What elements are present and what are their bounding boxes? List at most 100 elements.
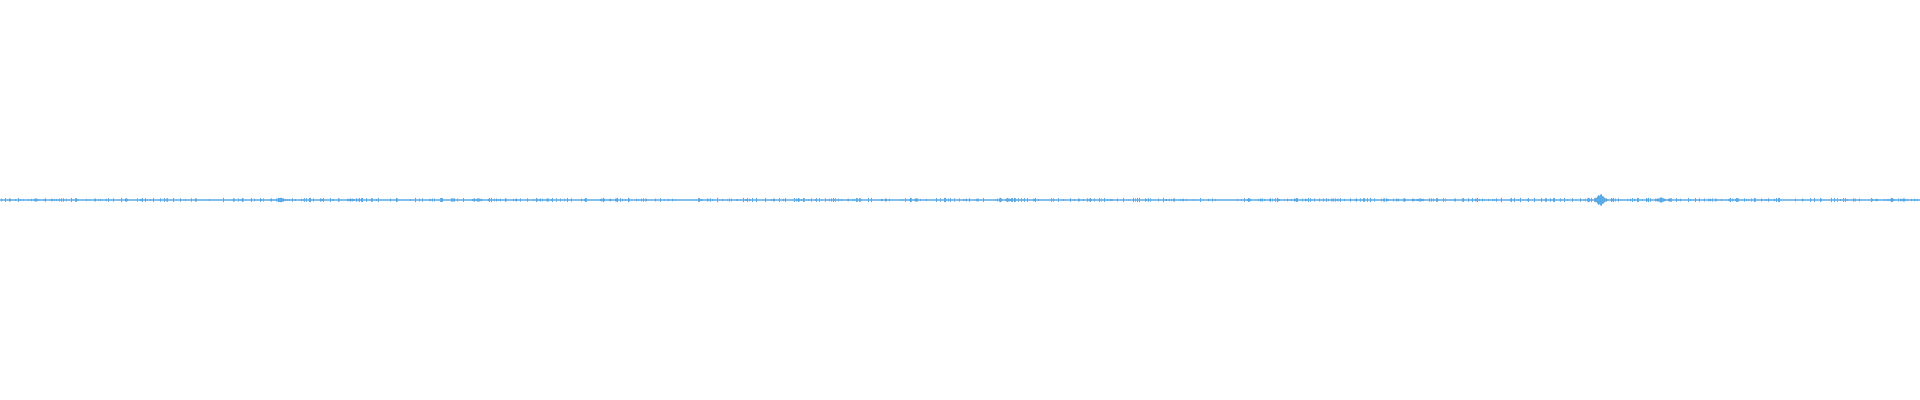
- waveform-sample: [1901, 198, 1902, 202]
- waveform-sample: [480, 198, 481, 202]
- waveform-sample: [1158, 198, 1159, 202]
- waveform-sample: [1546, 198, 1547, 202]
- waveform-sample: [1215, 198, 1216, 202]
- waveform-sample: [1021, 198, 1022, 202]
- waveform-sample: [1414, 198, 1415, 202]
- waveform-sample: [51, 198, 52, 202]
- waveform-sample: [1166, 198, 1167, 202]
- waveform-sample: [752, 197, 753, 203]
- waveform-sample: [1587, 198, 1588, 202]
- waveform-sample: [1650, 198, 1651, 202]
- waveform-sample: [811, 198, 812, 202]
- waveform-sample: [1011, 198, 1012, 202]
- waveform-sample: [35, 198, 36, 202]
- waveform-sample: [106, 198, 107, 202]
- waveform-sample: [1661, 197, 1662, 203]
- waveform-sample: [1709, 198, 1710, 202]
- waveform-sample: [1859, 198, 1860, 202]
- waveform-sample: [1730, 197, 1731, 203]
- waveform-sample: [453, 198, 454, 202]
- waveform-sample: [1133, 197, 1134, 203]
- waveform-sample: [498, 198, 499, 202]
- waveform-sample: [1876, 199, 1877, 201]
- waveform-sample: [463, 197, 464, 203]
- waveform-sample: [1200, 197, 1201, 203]
- waveform-sample: [886, 198, 887, 202]
- waveform-sample: [287, 198, 288, 202]
- waveform-sample: [731, 198, 732, 202]
- waveform-sample: [354, 199, 355, 201]
- waveform-sample: [473, 198, 474, 202]
- waveform-sample: [1871, 198, 1872, 202]
- waveform-sample: [710, 198, 711, 202]
- waveform-sample: [1898, 198, 1899, 202]
- waveform-sample: [515, 198, 516, 202]
- waveform-sample: [472, 198, 473, 202]
- waveform-sample: [804, 198, 805, 202]
- waveform-sample: [712, 198, 713, 202]
- waveform-sample: [45, 198, 46, 202]
- waveform-sample: [440, 198, 441, 202]
- waveform-sample: [625, 198, 626, 202]
- waveform-sample: [950, 198, 951, 202]
- waveform-sample: [1613, 198, 1614, 202]
- waveform-sample: [1112, 199, 1113, 201]
- waveform-sample: [969, 198, 970, 202]
- waveform-sample: [944, 198, 945, 202]
- waveform-sample: [1063, 198, 1064, 202]
- waveform-sample: [1728, 199, 1729, 201]
- waveform-sample: [798, 198, 799, 202]
- waveform-sample: [783, 198, 784, 202]
- waveform-sample: [432, 198, 433, 202]
- waveform-sample: [1888, 199, 1889, 201]
- waveform-sample: [808, 199, 809, 201]
- waveform-sample: [540, 198, 541, 202]
- waveform-sample: [282, 198, 283, 202]
- waveform-sample: [1597, 196, 1598, 204]
- waveform-sample: [1699, 198, 1700, 202]
- waveform-sample: [1855, 198, 1856, 202]
- waveform-sample: [1596, 197, 1597, 203]
- waveform-sample: [978, 198, 979, 202]
- waveform-sample: [1754, 197, 1755, 203]
- waveform-sample: [1580, 198, 1581, 202]
- waveform-sample: [361, 198, 362, 202]
- waveform-sample: [848, 198, 849, 202]
- waveform-sample: [1762, 199, 1763, 201]
- waveform-sample: [454, 198, 455, 202]
- waveform-sample: [829, 198, 830, 202]
- waveform-sample: [1420, 198, 1421, 202]
- waveform-sample: [1638, 198, 1639, 202]
- waveform-sample: [1632, 198, 1633, 202]
- waveform-sample: [746, 199, 747, 201]
- waveform-sample: [121, 197, 122, 203]
- waveform-sample: [833, 198, 834, 202]
- waveform-sample: [1904, 198, 1905, 202]
- waveform-sample: [59, 198, 60, 202]
- waveform-sample: [1260, 198, 1261, 202]
- waveform-sample: [1110, 198, 1111, 202]
- waveform-sample: [1494, 198, 1495, 202]
- waveform-sample: [10, 198, 11, 202]
- waveform-sample: [1751, 198, 1752, 202]
- waveform-sample: [142, 197, 143, 203]
- waveform-sample: [1916, 199, 1917, 201]
- waveform-sample: [1294, 198, 1295, 202]
- waveform-sample: [1795, 198, 1796, 202]
- waveform-sample: [1241, 199, 1242, 201]
- waveform-sample: [1761, 198, 1762, 202]
- waveform-sample: [965, 198, 966, 202]
- waveform-sample: [902, 199, 903, 201]
- waveform-sample: [1137, 197, 1138, 203]
- waveform-sample: [1710, 198, 1711, 202]
- waveform-sample: [1678, 199, 1679, 201]
- waveform-sample: [1148, 198, 1149, 202]
- waveform-sample: [1070, 198, 1071, 202]
- waveform-sample: [390, 198, 391, 202]
- waveform-sample: [1658, 198, 1659, 202]
- waveform-sample: [1101, 198, 1102, 202]
- waveform-sample: [1383, 198, 1384, 202]
- waveform-sample: [584, 198, 585, 202]
